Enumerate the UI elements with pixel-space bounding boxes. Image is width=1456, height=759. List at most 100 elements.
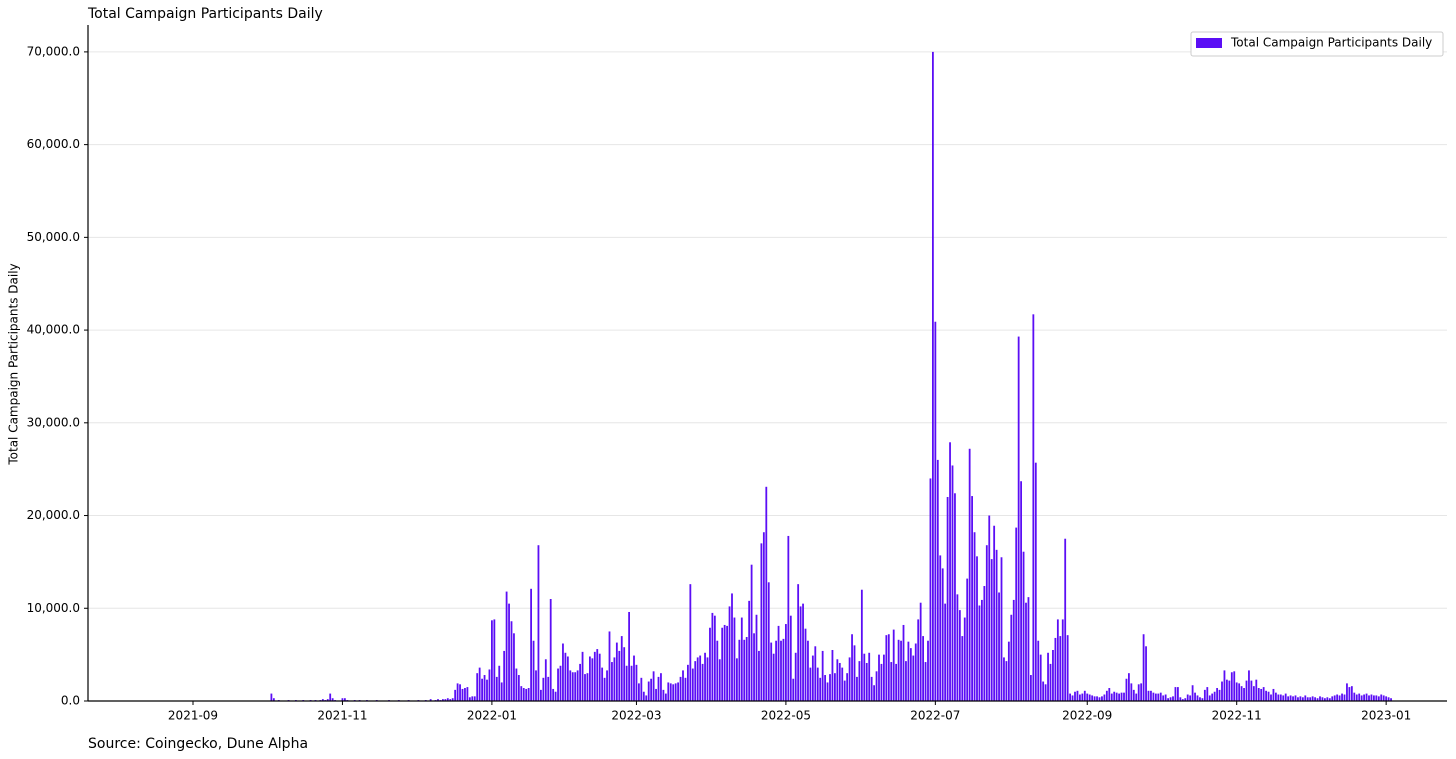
bar: [758, 650, 760, 701]
bar: [576, 670, 579, 701]
bar: [848, 657, 851, 701]
bar: [603, 677, 606, 701]
bar: [1355, 694, 1358, 701]
bar: [1221, 681, 1223, 701]
bar: [1292, 696, 1294, 701]
bar: [721, 627, 724, 701]
bar: [562, 643, 564, 701]
bar: [853, 645, 856, 701]
bar: [1216, 688, 1218, 701]
bar: [672, 684, 675, 701]
bar: [1343, 694, 1346, 701]
bars: [270, 51, 1392, 702]
bar: [508, 603, 510, 701]
bar: [478, 667, 481, 701]
bar: [1240, 686, 1243, 701]
bar: [946, 496, 949, 701]
bar: [731, 593, 733, 701]
bar: [1130, 683, 1133, 701]
bar: [571, 672, 574, 701]
bar: [584, 674, 586, 701]
bar: [733, 617, 736, 701]
y-axis-label: Total Campaign Participants Daily: [7, 263, 21, 465]
bar: [890, 662, 893, 701]
bar: [1088, 694, 1091, 701]
bar: [1091, 695, 1094, 701]
bar: [593, 651, 596, 701]
bar: [1301, 697, 1304, 701]
bar: [701, 663, 704, 701]
bar: [449, 699, 452, 701]
bar: [1319, 696, 1321, 701]
bar: [1270, 694, 1272, 701]
bar: [917, 619, 920, 701]
bar: [748, 600, 751, 701]
bar: [1137, 684, 1140, 701]
bar: [954, 493, 956, 701]
bar: [552, 688, 555, 701]
bar: [780, 640, 782, 701]
bar: [1154, 693, 1157, 701]
bar: [495, 676, 498, 701]
bar: [1201, 698, 1204, 701]
grid: [88, 51, 1447, 702]
bar: [1105, 690, 1108, 701]
source-note: Source: Coingecko, Dune Alpha: [88, 736, 308, 752]
bar: [476, 673, 479, 701]
bar: [883, 654, 885, 701]
bar: [1181, 699, 1184, 701]
bar: [819, 677, 822, 701]
bar: [513, 633, 515, 701]
bar: [486, 679, 488, 701]
bar: [500, 682, 503, 701]
bar: [1032, 314, 1035, 701]
bar: [1370, 694, 1373, 701]
bar: [789, 615, 792, 701]
bar: [606, 670, 608, 701]
bar: [341, 698, 344, 701]
bar: [1377, 696, 1380, 701]
bar: [581, 651, 584, 701]
bar: [1326, 697, 1329, 701]
bar: [1346, 683, 1348, 701]
bar: [483, 675, 486, 701]
bar: [765, 486, 768, 701]
bar: [1096, 696, 1098, 701]
bar: [1333, 695, 1336, 701]
bar: [459, 684, 461, 701]
bar: [1226, 679, 1228, 701]
bar: [1064, 538, 1067, 701]
bar: [652, 671, 655, 701]
bar: [554, 691, 557, 701]
bar: [696, 657, 699, 701]
bar: [530, 588, 532, 701]
bar: [547, 676, 550, 701]
bar: [1052, 649, 1054, 701]
bar: [1115, 692, 1118, 701]
bar: [792, 678, 795, 701]
bar: [1262, 687, 1265, 701]
y-tick-label: 0.0: [61, 694, 80, 708]
bar: [863, 653, 866, 701]
bar: [574, 672, 577, 701]
bar: [598, 653, 601, 701]
bar: [723, 624, 726, 701]
bar: [1037, 640, 1040, 701]
bar: [1365, 693, 1368, 701]
bar: [549, 598, 552, 701]
bar: [679, 676, 682, 701]
bar: [520, 686, 523, 701]
bar: [503, 650, 506, 701]
bar: [464, 688, 466, 701]
bar: [740, 617, 743, 701]
bar: [1184, 698, 1187, 701]
bar: [809, 667, 812, 701]
bar: [1177, 687, 1179, 701]
bar: [1252, 686, 1255, 701]
bar: [615, 642, 618, 701]
bar: [662, 689, 665, 701]
bar: [843, 680, 846, 701]
bar: [1243, 688, 1245, 701]
bar: [1230, 672, 1233, 701]
